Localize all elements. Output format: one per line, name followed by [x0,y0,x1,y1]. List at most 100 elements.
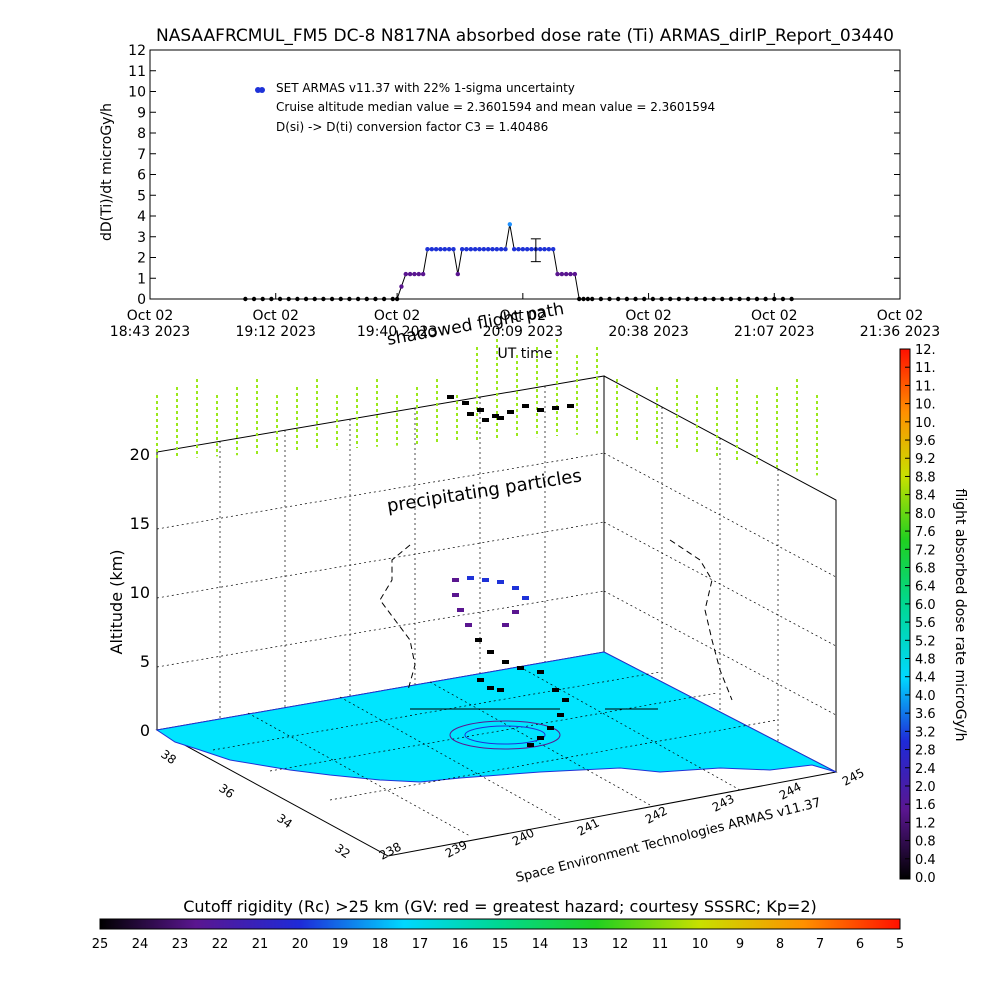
dose-point [754,296,760,302]
dose-point [524,247,530,252]
dose-colorbar-tick-label: 11. [915,361,936,376]
dose-colorbar-tick-label: 8.0 [915,507,936,522]
dose-colorbar-tick-label: 11. [915,379,936,394]
dose-point [585,296,591,302]
dose-point [321,296,326,302]
dose-y-tick-label: 9 [137,105,146,121]
grid-lines [156,386,837,745]
dose-point [763,296,768,302]
dose-point [277,296,283,302]
legend-marker [259,87,265,93]
dose-colorbar-tick-label: 1.2 [915,816,936,831]
longitude-tick-label: 244 [777,780,804,803]
track-point [537,408,544,412]
dose-colorbar-tick-label: 5.6 [915,616,936,631]
track-point [462,401,469,405]
latitude-tick-label: 38 [158,747,179,767]
dose-colorbar-tick-label: 6.8 [915,561,936,576]
rigidity-colorbar-label: Cutoff rigidity (Rc) >25 km (GV: red = g… [183,897,817,916]
altitude-tick-label: 20 [130,445,150,464]
track-point [452,593,459,597]
dose-point [642,296,647,302]
rigidity-colorbar-tick-label: 12 [612,937,629,952]
dose-x-tick-label-time: 18:43 2023 [110,324,190,340]
dose-point [559,271,565,277]
dose-x-tick-label-date: Oct 02 [625,308,671,324]
flight-track-3d [447,395,574,747]
dose-point [425,247,430,252]
dose-x-tick-label-date: Oct 02 [252,308,298,324]
track-point [502,660,509,664]
track-point [547,726,554,730]
dose-y-tick-label: 6 [137,168,146,184]
dose-colorbar-tick-label: 12. [915,343,936,358]
dose-point [477,247,482,252]
dose-point [550,247,556,252]
track-point [457,608,464,612]
dose-point [572,271,578,277]
track-point [487,650,494,654]
dose-colorbar-tick-label: 0.4 [915,853,936,868]
legend-series: SET ARMAS v11.37 with 22% 1-sigma uncert… [276,81,575,95]
dose-point [338,296,343,302]
track-point [507,410,514,414]
track-point [537,736,544,740]
dose-colorbar-tick-label: 10. [915,398,936,413]
dose-point [789,296,794,302]
dose-point [329,296,335,302]
dose-colorbar-tick-label: 8.8 [915,470,936,485]
dose-y-tick-label: 11 [128,64,146,80]
dose-point [537,247,543,252]
dose-point [312,296,317,302]
dose-y-axis-label: dD(Ti)/dt microGy/h [99,103,115,241]
dose-colorbar-tick-label: 2.4 [915,762,936,777]
dose-point [295,296,300,302]
dose-colorbar-tick-label: 4.8 [915,653,936,668]
track-point [522,404,529,408]
dose-point [563,271,569,277]
rigidity-colorbar-tick-label: 15 [492,937,509,952]
dose-colorbar-tick-label: 2.0 [915,780,936,795]
track-point [447,395,454,399]
latitude-tick-label: 34 [274,811,295,831]
dose-point [542,247,547,252]
track-point [467,412,474,416]
dose-point [429,247,434,252]
dose-point [568,271,573,277]
dose-point [659,296,664,302]
dose-point [650,296,656,302]
dose-y-tick-label: 3 [137,230,146,246]
dose-point [772,296,777,302]
dose-colorbar-ticks: 0.0 0.4 0.8 1.2 1.6 2.0 2.4 2.8 3.2 3.6 4.0 4.4 4.8 5… [905,343,936,886]
track-contours [449,720,561,750]
dose-x-tick-label-time: 20:09 2023 [483,324,563,340]
dose-point [381,296,387,302]
dose-colorbar-tick-label: 2.8 [915,744,936,759]
dose-point [616,296,621,302]
dose-y-tick-label: 0 [137,292,146,308]
dose-colorbar-tick-label: 7.6 [915,525,936,540]
rigidity-colorbar: Cutoff rigidity (Rc) >25 km (GV: red = g… [92,897,904,952]
dose-point [412,271,417,277]
altitude-axis-label: Altitude (km) [107,550,126,655]
dose-point [269,296,274,302]
track-point [497,688,504,692]
dose-point [581,296,586,302]
dose-x-tick-label-time: 20:38 2023 [608,324,688,340]
dose-y-tick-label: 10 [128,85,146,101]
rigidity-colorbar-tick-label: 20 [292,937,309,952]
dose-colorbar-tick-label: 1.6 [915,798,936,813]
legend-conversion: D(si) -> D(ti) conversion factor C3 = 1.… [276,120,548,134]
dose-series [243,222,794,302]
dose-point [728,296,734,302]
rigidity-colorbar-tick-label: 5 [896,937,904,952]
dose-x-axis-label: UT time [498,346,553,362]
track-point [467,576,474,580]
dose-x-tick-label-time: 19:40 2023 [357,324,437,340]
dose-point [464,247,469,252]
dose-x-tick-label-date: Oct 02 [877,308,923,324]
latitude-tick-label: 32 [332,841,353,861]
ocean-surface [155,651,837,783]
dose-x-tick-label-date: Oct 02 [374,308,420,324]
track-point [522,596,529,600]
